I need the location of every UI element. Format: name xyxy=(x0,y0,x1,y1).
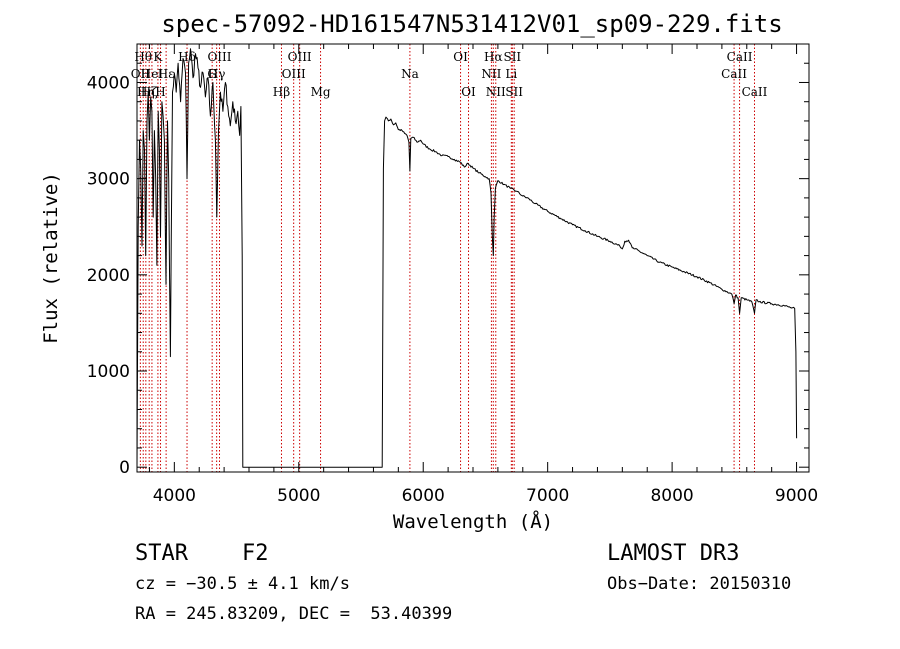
y-tick-label-4: 4000 xyxy=(87,73,130,93)
line-label-11: OIII xyxy=(207,50,231,64)
line-label-0: OII xyxy=(131,67,151,81)
line-label-7: Hε xyxy=(158,67,175,81)
line-label-24: SII xyxy=(505,85,523,99)
line-label-20: Hα xyxy=(484,50,503,64)
object-class: STAR xyxy=(135,541,188,566)
line-label-21: NII xyxy=(486,85,506,99)
line-label-17: OI xyxy=(453,50,468,64)
spectrum-chart: spec-57092-HD161547N531412V01_sp09-229.f… xyxy=(40,10,818,533)
line-label-5: K xyxy=(153,50,163,64)
series-line-flux xyxy=(136,48,798,468)
observation-date: Obs−Date: 20150310 xyxy=(607,574,792,594)
coordinates: RA = 245.83209, DEC = 53.40399 xyxy=(135,604,453,624)
x-tick-label-5: 9000 xyxy=(775,486,818,506)
line-label-26: CaII xyxy=(727,50,753,64)
object-subclass: F2 xyxy=(242,541,269,566)
x-axis-label: Wavelength (Å) xyxy=(393,510,553,533)
line-label-25: CaII xyxy=(721,67,747,81)
plot-frame xyxy=(136,43,810,473)
x-tick-label-3: 7000 xyxy=(526,486,569,506)
axis-ticks: 4000 5000 6000 7000 8000 9000 0 1000 2000 3000 400… xyxy=(87,43,818,506)
x-tick-label-1: 5000 xyxy=(277,486,320,506)
line-label-12: Hβ xyxy=(273,85,290,99)
redshift-velocity: cz = −30.5 ± 4.1 km/s xyxy=(135,574,350,594)
line-label-23: SII xyxy=(503,50,521,64)
x-tick-label-0: 4000 xyxy=(153,486,196,506)
line-label-6: H xyxy=(155,85,165,99)
line-label-4: HeI xyxy=(141,67,164,81)
y-tick-label-3: 3000 xyxy=(87,170,130,190)
chart-title: spec-57092-HD161547N531412V01_sp09-229.f… xyxy=(161,10,782,38)
line-label-22: Li xyxy=(505,67,517,81)
line-label-18: OI xyxy=(461,85,476,99)
y-tick-label-1: 1000 xyxy=(87,362,130,382)
line-label-8: Hδ xyxy=(178,50,196,64)
flux-series xyxy=(136,48,798,468)
line-label-19: NII xyxy=(481,67,501,81)
line-label-14: OIII xyxy=(288,50,312,64)
line-label-10: Hγ xyxy=(208,67,226,81)
line-label-27: CaII xyxy=(742,85,768,99)
x-tick-label-4: 8000 xyxy=(650,486,693,506)
survey-name: LAMOST DR3 xyxy=(607,541,740,566)
line-label-3: Hζ xyxy=(141,85,158,99)
y-tick-label-2: 2000 xyxy=(87,266,130,286)
x-tick-label-2: 6000 xyxy=(402,486,445,506)
line-label-2: Hη xyxy=(137,85,155,99)
line-label-16: Na xyxy=(401,67,419,81)
line-label-1: Hθ xyxy=(134,50,152,64)
line-label-13: OIII xyxy=(282,67,306,81)
line-label-9: G xyxy=(207,67,217,81)
line-label-15: Mg xyxy=(311,85,331,99)
y-axis-label: Flux (relative) xyxy=(40,172,62,344)
y-tick-label-0: 0 xyxy=(119,458,130,478)
